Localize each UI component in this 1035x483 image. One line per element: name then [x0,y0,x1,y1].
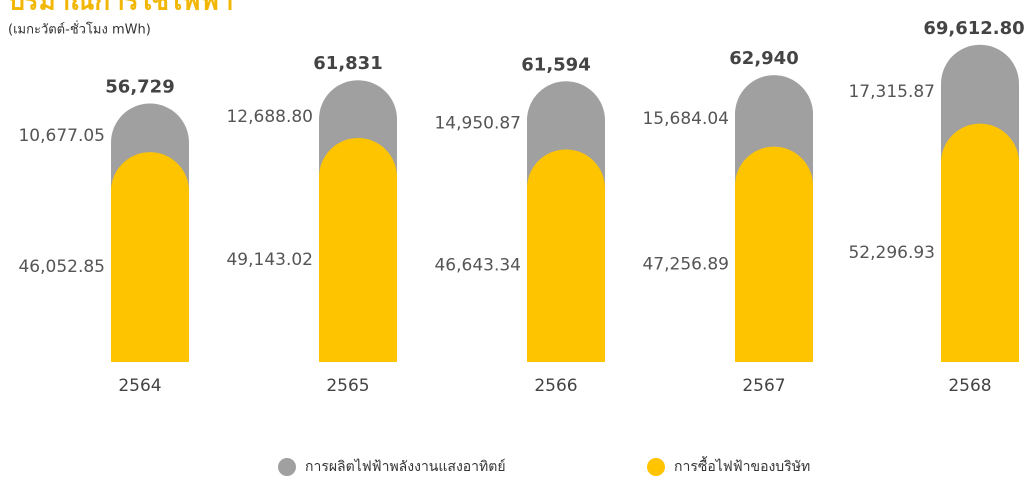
total-label: 61,594 [521,54,590,75]
bar-segment [319,138,397,362]
chart-title: ปริมาณการใช้ไฟฟ้า [8,0,233,17]
total-label: 56,729 [105,76,174,97]
value-label: 47,256.89 [642,254,729,274]
x-tick-label: 2567 [742,376,785,396]
legend-label: การผลิตไฟฟ้าพลังงานแสงอาทิตย์ [305,458,506,475]
bar-segment [527,149,605,362]
value-label: 12,688.80 [226,107,313,127]
x-tick-label: 2565 [326,376,369,396]
legend-label: การซื้อไฟฟ้าของบริษัท [674,456,810,475]
bar-segment [735,146,813,362]
value-label: 46,643.34 [434,256,521,276]
value-label: 49,143.02 [226,250,313,270]
total-label: 62,940 [729,48,798,69]
value-label: 10,677.05 [18,126,105,146]
bar-segment [941,123,1019,362]
legend-swatch [647,458,665,476]
legend-swatch [278,458,296,476]
x-tick-label: 2568 [948,376,991,396]
bar-segment [111,152,189,362]
x-tick-label: 2566 [534,376,577,396]
value-label: 15,684.04 [642,109,729,129]
value-label: 46,052.85 [18,257,105,277]
total-label: 61,831 [313,53,382,74]
value-label: 17,315.87 [848,82,935,102]
chart-subtitle: (เมกะวัตต์-ชั่วโมง mWh) [8,21,151,38]
value-label: 52,296.93 [848,243,935,263]
x-tick-label: 2564 [118,376,161,396]
value-label: 14,950.87 [434,113,521,133]
total-label: 69,612.80 [923,18,1024,39]
